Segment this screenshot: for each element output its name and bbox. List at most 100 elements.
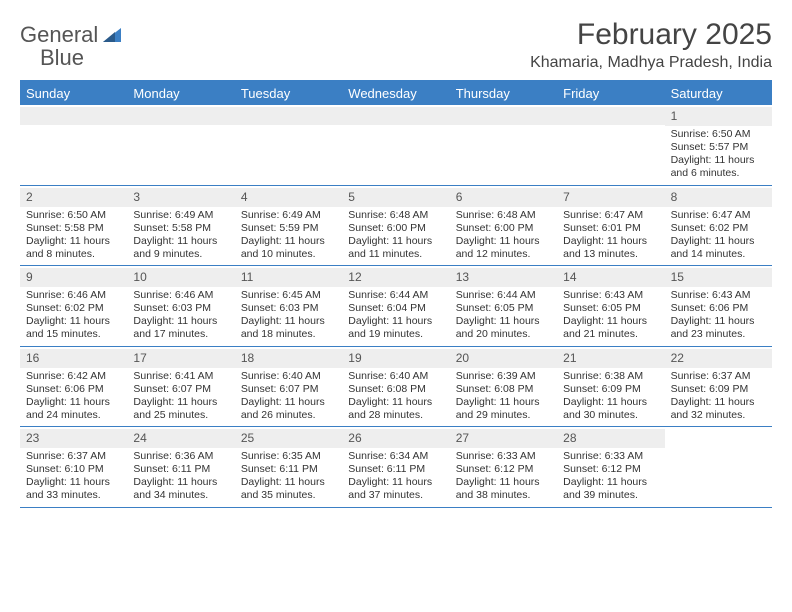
date-number: 9 [20,268,127,287]
daylight-text: Daylight: 11 hours and 30 minutes. [563,396,658,422]
day-cell: 16Sunrise: 6:42 AMSunset: 6:06 PMDayligh… [20,347,127,427]
day-cell: 7Sunrise: 6:47 AMSunset: 6:01 PMDaylight… [557,186,664,266]
sunset-text: Sunset: 6:12 PM [563,463,658,476]
sunset-text: Sunset: 6:10 PM [26,463,121,476]
daylight-text: Daylight: 11 hours and 37 minutes. [348,476,443,502]
sunset-text: Sunset: 6:05 PM [563,302,658,315]
week-row: 2Sunrise: 6:50 AMSunset: 5:58 PMDaylight… [20,186,772,267]
daylight-text: Daylight: 11 hours and 12 minutes. [456,235,551,261]
sunrise-text: Sunrise: 6:42 AM [26,370,121,383]
day-cell: 25Sunrise: 6:35 AMSunset: 6:11 PMDayligh… [235,427,342,507]
header: General Blue February 2025 Khamaria, Mad… [20,18,772,72]
day-header: Tuesday [235,82,342,105]
week-row: 23Sunrise: 6:37 AMSunset: 6:10 PMDayligh… [20,427,772,508]
day-cell: 27Sunrise: 6:33 AMSunset: 6:12 PMDayligh… [450,427,557,507]
sunrise-text: Sunrise: 6:41 AM [133,370,228,383]
sunset-text: Sunset: 6:03 PM [241,302,336,315]
day-cell [127,105,234,185]
day-cell: 24Sunrise: 6:36 AMSunset: 6:11 PMDayligh… [127,427,234,507]
sunset-text: Sunset: 5:57 PM [671,141,766,154]
daylight-text: Daylight: 11 hours and 19 minutes. [348,315,443,341]
blank-date-header [557,107,664,125]
date-number: 14 [557,268,664,287]
daylight-text: Daylight: 11 hours and 32 minutes. [671,396,766,422]
calendar: Sunday Monday Tuesday Wednesday Thursday… [20,80,772,508]
day-cell: 23Sunrise: 6:37 AMSunset: 6:10 PMDayligh… [20,427,127,507]
date-number: 10 [127,268,234,287]
daylight-text: Daylight: 11 hours and 15 minutes. [26,315,121,341]
daylight-text: Daylight: 11 hours and 6 minutes. [671,154,766,180]
date-number: 15 [665,268,772,287]
sunrise-text: Sunrise: 6:34 AM [348,450,443,463]
blank-date-header [20,107,127,125]
date-number: 25 [235,429,342,448]
blank-date-header [450,107,557,125]
blank-date-header [127,107,234,125]
sunset-text: Sunset: 6:12 PM [456,463,551,476]
sunset-text: Sunset: 6:00 PM [348,222,443,235]
sunrise-text: Sunrise: 6:44 AM [456,289,551,302]
sunset-text: Sunset: 6:11 PM [133,463,228,476]
date-number: 6 [450,188,557,207]
sunset-text: Sunset: 6:08 PM [456,383,551,396]
page-title: February 2025 [530,18,772,52]
daylight-text: Daylight: 11 hours and 13 minutes. [563,235,658,261]
date-number: 5 [342,188,449,207]
daylight-text: Daylight: 11 hours and 23 minutes. [671,315,766,341]
daylight-text: Daylight: 11 hours and 8 minutes. [26,235,121,261]
daylight-text: Daylight: 11 hours and 34 minutes. [133,476,228,502]
title-block: February 2025 Khamaria, Madhya Pradesh, … [530,18,772,72]
day-cell [557,105,664,185]
date-number: 18 [235,349,342,368]
sunrise-text: Sunrise: 6:40 AM [348,370,443,383]
day-header-row: Sunday Monday Tuesday Wednesday Thursday… [20,82,772,105]
day-cell: 11Sunrise: 6:45 AMSunset: 6:03 PMDayligh… [235,266,342,346]
sunset-text: Sunset: 6:07 PM [133,383,228,396]
daylight-text: Daylight: 11 hours and 39 minutes. [563,476,658,502]
day-cell: 15Sunrise: 6:43 AMSunset: 6:06 PMDayligh… [665,266,772,346]
sunset-text: Sunset: 6:00 PM [456,222,551,235]
day-cell: 26Sunrise: 6:34 AMSunset: 6:11 PMDayligh… [342,427,449,507]
daylight-text: Daylight: 11 hours and 17 minutes. [133,315,228,341]
day-header: Sunday [20,82,127,105]
date-number: 19 [342,349,449,368]
day-cell: 12Sunrise: 6:44 AMSunset: 6:04 PMDayligh… [342,266,449,346]
daylight-text: Daylight: 11 hours and 20 minutes. [456,315,551,341]
sunset-text: Sunset: 6:11 PM [348,463,443,476]
blank-date-header [342,107,449,125]
sunrise-text: Sunrise: 6:44 AM [348,289,443,302]
daylight-text: Daylight: 11 hours and 14 minutes. [671,235,766,261]
sunset-text: Sunset: 6:06 PM [26,383,121,396]
week-row: 1Sunrise: 6:50 AMSunset: 5:57 PMDaylight… [20,105,772,186]
sunset-text: Sunset: 6:03 PM [133,302,228,315]
sunrise-text: Sunrise: 6:40 AM [241,370,336,383]
weeks-container: 1Sunrise: 6:50 AMSunset: 5:57 PMDaylight… [20,105,772,508]
date-number: 12 [342,268,449,287]
sunrise-text: Sunrise: 6:46 AM [133,289,228,302]
sunset-text: Sunset: 6:09 PM [563,383,658,396]
day-cell: 22Sunrise: 6:37 AMSunset: 6:09 PMDayligh… [665,347,772,427]
date-number: 13 [450,268,557,287]
date-number: 3 [127,188,234,207]
sunrise-text: Sunrise: 6:46 AM [26,289,121,302]
date-number: 4 [235,188,342,207]
day-cell: 20Sunrise: 6:39 AMSunset: 6:08 PMDayligh… [450,347,557,427]
daylight-text: Daylight: 11 hours and 29 minutes. [456,396,551,422]
week-row: 16Sunrise: 6:42 AMSunset: 6:06 PMDayligh… [20,347,772,428]
sunrise-text: Sunrise: 6:38 AM [563,370,658,383]
date-number: 8 [665,188,772,207]
sunrise-text: Sunrise: 6:45 AM [241,289,336,302]
day-header: Friday [557,82,664,105]
sunrise-text: Sunrise: 6:48 AM [456,209,551,222]
daylight-text: Daylight: 11 hours and 24 minutes. [26,396,121,422]
daylight-text: Daylight: 11 hours and 11 minutes. [348,235,443,261]
sunrise-text: Sunrise: 6:43 AM [563,289,658,302]
day-cell: 19Sunrise: 6:40 AMSunset: 6:08 PMDayligh… [342,347,449,427]
day-cell [342,105,449,185]
date-number: 7 [557,188,664,207]
day-cell: 14Sunrise: 6:43 AMSunset: 6:05 PMDayligh… [557,266,664,346]
date-number: 23 [20,429,127,448]
sunset-text: Sunset: 5:58 PM [26,222,121,235]
sunrise-text: Sunrise: 6:35 AM [241,450,336,463]
day-cell: 28Sunrise: 6:33 AMSunset: 6:12 PMDayligh… [557,427,664,507]
